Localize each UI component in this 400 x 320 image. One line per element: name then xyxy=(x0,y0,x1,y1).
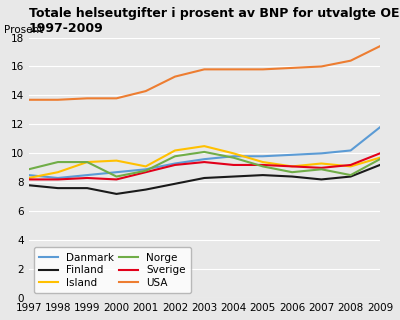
Danmark xyxy=(26,173,31,177)
Norge xyxy=(173,154,178,158)
Sverige xyxy=(231,163,236,167)
Sverige xyxy=(319,166,324,170)
USA xyxy=(26,98,31,102)
Finland xyxy=(173,182,178,186)
Sverige xyxy=(173,163,178,167)
Danmark xyxy=(114,170,119,174)
Sverige xyxy=(202,160,207,164)
Norge xyxy=(56,160,60,164)
Danmark xyxy=(378,125,382,129)
Finland xyxy=(56,186,60,190)
Norge xyxy=(143,169,148,173)
Sverige xyxy=(85,176,90,180)
Island xyxy=(290,164,294,168)
Text: Totale helseutgifter i prosent av BNP for utvalgte OECD-land.
1997-2009: Totale helseutgifter i prosent av BNP fo… xyxy=(29,7,400,35)
USA xyxy=(378,44,382,48)
Finland xyxy=(143,188,148,191)
Island xyxy=(143,164,148,168)
Finland xyxy=(231,175,236,179)
Danmark xyxy=(143,167,148,171)
Island xyxy=(378,156,382,160)
USA xyxy=(319,65,324,68)
Finland xyxy=(114,192,119,196)
Danmark xyxy=(260,154,265,158)
USA xyxy=(114,96,119,100)
Danmark xyxy=(348,148,353,152)
Line: Danmark: Danmark xyxy=(29,127,380,178)
Norge xyxy=(26,167,31,171)
Island xyxy=(26,176,31,180)
Sverige xyxy=(378,151,382,155)
USA xyxy=(290,66,294,70)
USA xyxy=(173,75,178,78)
Sverige xyxy=(143,170,148,174)
Norge xyxy=(202,150,207,154)
Finland xyxy=(202,176,207,180)
Norge xyxy=(231,156,236,160)
Sverige xyxy=(290,164,294,168)
Island xyxy=(173,148,178,152)
Danmark xyxy=(173,162,178,165)
Finland xyxy=(26,183,31,187)
USA xyxy=(202,68,207,71)
Legend: Danmark, Finland, Island, Norge, Sverige, USA: Danmark, Finland, Island, Norge, Sverige… xyxy=(34,247,191,293)
Finland xyxy=(378,163,382,167)
USA xyxy=(260,68,265,71)
Finland xyxy=(260,173,265,177)
Island xyxy=(319,162,324,165)
Norge xyxy=(290,170,294,174)
USA xyxy=(56,98,60,102)
Sverige xyxy=(260,163,265,167)
Sverige xyxy=(56,178,60,181)
USA xyxy=(231,68,236,71)
Norge xyxy=(85,160,90,164)
USA xyxy=(85,96,90,100)
Line: Norge: Norge xyxy=(29,152,380,177)
Danmark xyxy=(290,153,294,157)
Norge xyxy=(114,175,119,179)
Norge xyxy=(319,167,324,171)
Danmark xyxy=(56,176,60,180)
Island xyxy=(202,144,207,148)
USA xyxy=(143,89,148,93)
Danmark xyxy=(231,154,236,158)
Line: Island: Island xyxy=(29,146,380,178)
Finland xyxy=(290,175,294,179)
Line: Sverige: Sverige xyxy=(29,153,380,180)
Norge xyxy=(260,164,265,168)
Text: Prosent: Prosent xyxy=(4,25,43,35)
Norge xyxy=(348,173,353,177)
Island xyxy=(85,160,90,164)
Finland xyxy=(85,186,90,190)
Line: Finland: Finland xyxy=(29,165,380,194)
Sverige xyxy=(26,178,31,181)
Danmark xyxy=(319,151,324,155)
Finland xyxy=(348,175,353,179)
Danmark xyxy=(85,173,90,177)
Sverige xyxy=(114,178,119,181)
USA xyxy=(348,59,353,63)
Norge xyxy=(378,157,382,161)
Island xyxy=(348,164,353,168)
Island xyxy=(231,151,236,155)
Danmark xyxy=(202,157,207,161)
Line: USA: USA xyxy=(29,46,380,100)
Island xyxy=(260,160,265,164)
Finland xyxy=(319,178,324,181)
Island xyxy=(114,159,119,163)
Sverige xyxy=(348,163,353,167)
Island xyxy=(56,170,60,174)
